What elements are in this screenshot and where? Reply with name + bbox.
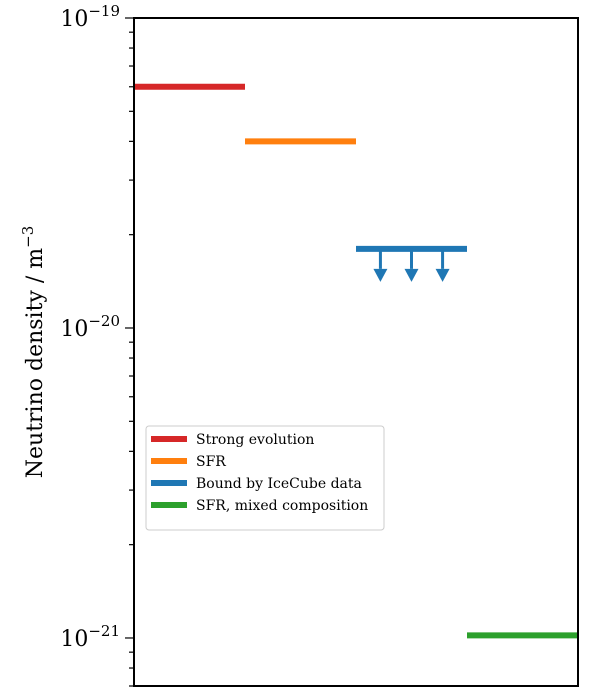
legend-label: SFR: [196, 454, 226, 470]
upper-limit-arrowhead: [373, 268, 388, 282]
legend-label: Strong evolution: [196, 432, 314, 448]
plot-frame: [133, 17, 579, 687]
legend: Strong evolution SFR Bound by IceCube data…: [145, 425, 385, 531]
y-tick-label: 10−20: [60, 312, 120, 342]
chart-marks: [134, 83, 578, 639]
y-tick-label: 10−19: [60, 2, 120, 32]
y-tick-label: 10−21: [60, 622, 120, 652]
legend-label: Bound by IceCube data: [196, 476, 362, 492]
legend-box: [145, 425, 385, 531]
y-axis-label: Neutrino density / m−3: [19, 226, 48, 479]
y-axis: 10−19 10−20 10−21: [60, 2, 134, 687]
upper-limit-arrowhead: [435, 268, 450, 282]
upper-limit-arrowhead: [404, 268, 419, 282]
y-axis-label-exponent: −3: [19, 226, 37, 248]
legend-label: SFR, mixed composition: [196, 498, 368, 514]
y-axis-label-text: Neutrino density / m: [23, 248, 48, 479]
